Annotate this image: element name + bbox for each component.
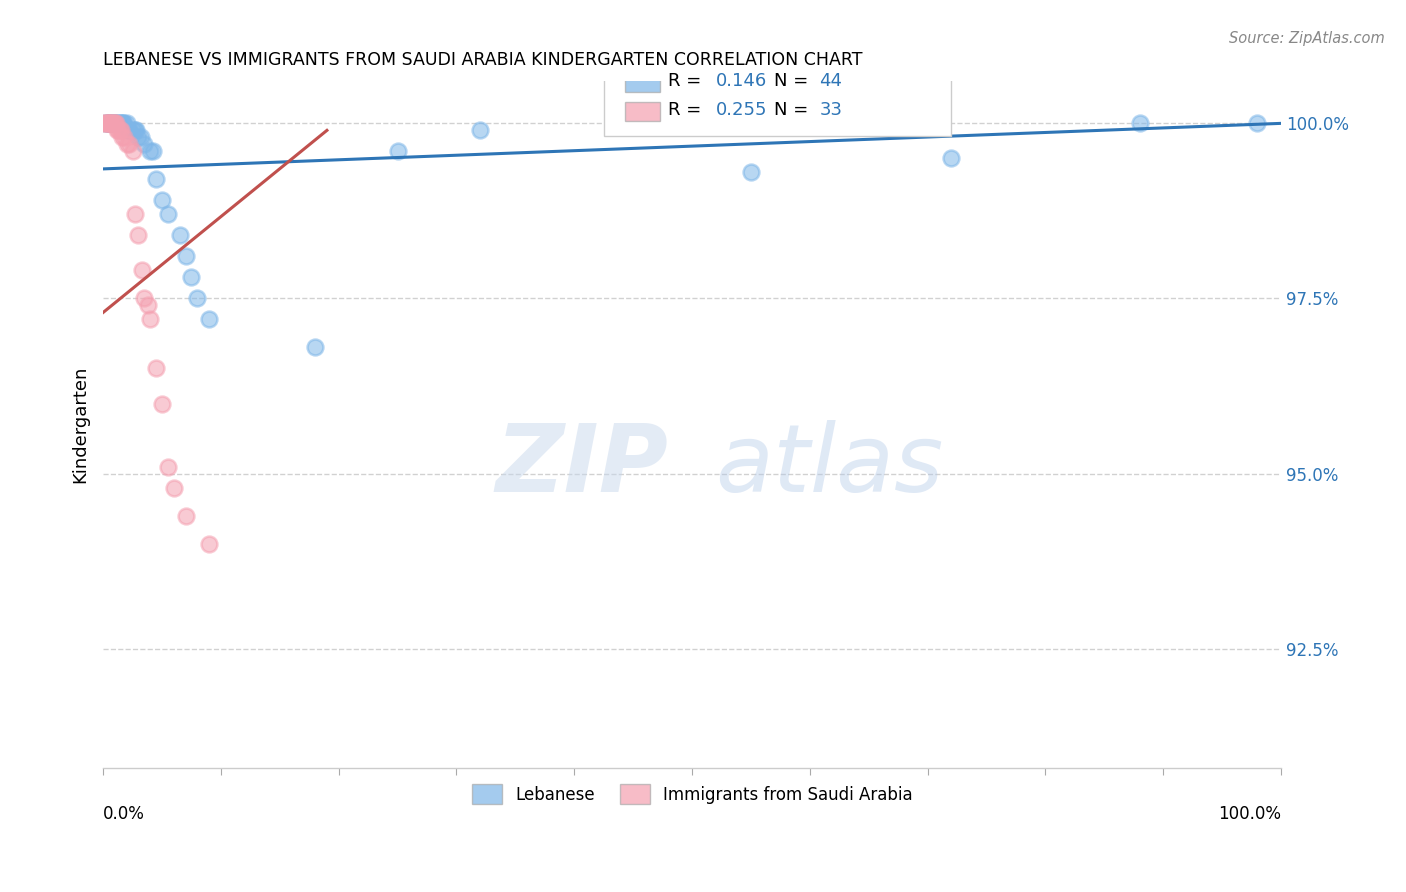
Text: N =: N =	[775, 71, 814, 90]
Point	[104, 116, 127, 130]
Point	[129, 130, 152, 145]
Point	[198, 312, 221, 326]
Point	[112, 116, 135, 130]
Point	[131, 263, 153, 277]
Point	[100, 116, 122, 130]
FancyBboxPatch shape	[603, 57, 952, 136]
Point	[740, 165, 762, 179]
Text: 100.0%: 100.0%	[1218, 805, 1281, 823]
Text: Source: ZipAtlas.com: Source: ZipAtlas.com	[1229, 31, 1385, 46]
Point	[139, 145, 162, 159]
Y-axis label: Kindergarten: Kindergarten	[72, 366, 89, 483]
Point	[104, 116, 127, 130]
Point	[174, 249, 197, 263]
Point	[111, 130, 134, 145]
Point	[174, 508, 197, 523]
Point	[121, 145, 143, 159]
Point	[105, 116, 128, 130]
Text: atlas: atlas	[716, 420, 943, 511]
Point	[150, 396, 173, 410]
Point	[108, 116, 131, 130]
Point	[110, 116, 132, 130]
Point	[112, 116, 135, 130]
Point	[117, 123, 139, 137]
FancyBboxPatch shape	[624, 72, 661, 92]
Point	[150, 194, 173, 208]
Point	[121, 123, 143, 137]
Point	[115, 137, 138, 152]
Point	[94, 116, 117, 130]
Point	[98, 116, 121, 130]
Point	[124, 207, 146, 221]
Point	[97, 116, 120, 130]
Point	[98, 116, 121, 130]
Point	[142, 145, 165, 159]
Text: 33: 33	[820, 101, 842, 120]
Text: N =: N =	[775, 101, 814, 120]
Point	[1246, 116, 1268, 130]
Point	[169, 228, 191, 243]
Point	[387, 145, 409, 159]
Point	[186, 292, 208, 306]
Point	[96, 116, 118, 130]
Text: R =: R =	[668, 71, 707, 90]
Point	[107, 116, 129, 130]
Point	[941, 152, 963, 166]
Point	[101, 116, 124, 130]
Point	[180, 270, 202, 285]
Point	[127, 130, 149, 145]
Point	[96, 116, 118, 130]
Point	[108, 123, 131, 137]
Point	[100, 116, 122, 130]
Point	[145, 172, 167, 186]
Point	[93, 116, 115, 130]
Point	[127, 228, 149, 243]
Point	[105, 116, 128, 130]
Point	[118, 137, 141, 152]
Point	[98, 116, 121, 130]
Point	[101, 116, 124, 130]
Point	[156, 459, 179, 474]
Text: 44: 44	[820, 71, 842, 90]
Point	[103, 116, 125, 130]
Point	[139, 312, 162, 326]
Point	[115, 116, 138, 130]
Text: ZIP: ZIP	[495, 420, 668, 512]
Point	[118, 123, 141, 137]
Text: 0.255: 0.255	[716, 101, 768, 120]
Point	[107, 123, 129, 137]
Text: 0.146: 0.146	[716, 71, 766, 90]
Text: LEBANESE VS IMMIGRANTS FROM SAUDI ARABIA KINDERGARTEN CORRELATION CHART: LEBANESE VS IMMIGRANTS FROM SAUDI ARABIA…	[103, 51, 863, 69]
Point	[125, 123, 148, 137]
Point	[98, 116, 121, 130]
Point	[468, 123, 491, 137]
Point	[304, 341, 326, 355]
Point	[97, 116, 120, 130]
Point	[163, 481, 186, 495]
Point	[156, 207, 179, 221]
Point	[136, 298, 159, 312]
Legend: Lebanese, Immigrants from Saudi Arabia: Lebanese, Immigrants from Saudi Arabia	[465, 777, 920, 811]
Point	[112, 130, 135, 145]
Point	[145, 361, 167, 376]
FancyBboxPatch shape	[624, 102, 661, 121]
Point	[103, 116, 125, 130]
Point	[111, 116, 134, 130]
Point	[105, 123, 128, 137]
Point	[110, 123, 132, 137]
Text: 0.0%: 0.0%	[103, 805, 145, 823]
Point	[98, 116, 121, 130]
Point	[104, 116, 127, 130]
Point	[98, 116, 121, 130]
Point	[1129, 116, 1152, 130]
Point	[198, 536, 221, 550]
Point	[134, 292, 156, 306]
Text: R =: R =	[668, 101, 707, 120]
Point	[134, 137, 156, 152]
Point	[124, 123, 146, 137]
Point	[94, 116, 117, 130]
